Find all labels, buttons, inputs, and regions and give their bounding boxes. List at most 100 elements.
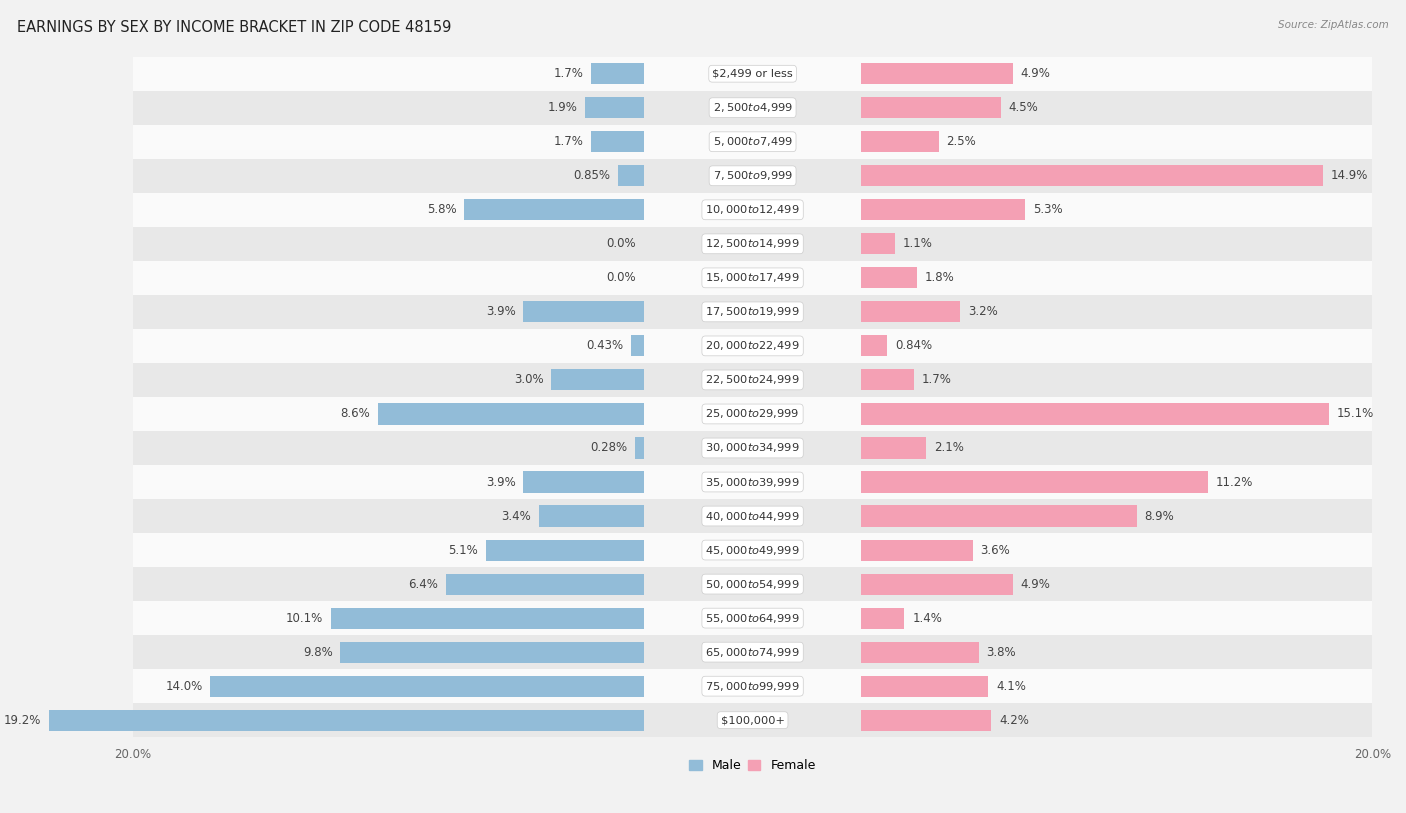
Bar xyxy=(860,403,1329,424)
Text: $40,000 to $44,999: $40,000 to $44,999 xyxy=(706,510,800,523)
Bar xyxy=(860,369,914,390)
Bar xyxy=(446,573,644,594)
Text: $17,500 to $19,999: $17,500 to $19,999 xyxy=(706,306,800,319)
Text: $45,000 to $49,999: $45,000 to $49,999 xyxy=(706,544,800,557)
Bar xyxy=(636,437,644,459)
Text: 0.28%: 0.28% xyxy=(591,441,627,454)
Bar xyxy=(132,193,1372,227)
Bar xyxy=(132,57,1372,91)
Text: 1.1%: 1.1% xyxy=(903,237,932,250)
Bar xyxy=(860,573,1012,594)
Text: $15,000 to $17,499: $15,000 to $17,499 xyxy=(706,272,800,285)
Text: $55,000 to $64,999: $55,000 to $64,999 xyxy=(706,611,800,624)
Text: 14.9%: 14.9% xyxy=(1330,169,1368,182)
Bar xyxy=(538,506,644,527)
Text: 3.6%: 3.6% xyxy=(980,544,1010,557)
Text: 2.1%: 2.1% xyxy=(934,441,963,454)
Bar xyxy=(132,465,1372,499)
Bar xyxy=(132,601,1372,635)
Text: $75,000 to $99,999: $75,000 to $99,999 xyxy=(706,680,800,693)
Text: 0.0%: 0.0% xyxy=(607,237,637,250)
Bar xyxy=(132,397,1372,431)
Bar xyxy=(464,199,644,220)
Text: 3.2%: 3.2% xyxy=(967,306,998,319)
Bar xyxy=(486,540,644,561)
Bar xyxy=(617,165,644,186)
Bar xyxy=(340,641,644,663)
Text: 0.0%: 0.0% xyxy=(607,272,637,285)
Text: 1.7%: 1.7% xyxy=(554,135,583,148)
Text: $30,000 to $34,999: $30,000 to $34,999 xyxy=(706,441,800,454)
Text: 5.3%: 5.3% xyxy=(1033,203,1063,216)
Bar xyxy=(132,635,1372,669)
Bar xyxy=(378,403,644,424)
Text: $12,500 to $14,999: $12,500 to $14,999 xyxy=(706,237,800,250)
Bar xyxy=(132,669,1372,703)
Text: 3.4%: 3.4% xyxy=(502,510,531,523)
Text: 1.7%: 1.7% xyxy=(921,373,952,386)
Text: 11.2%: 11.2% xyxy=(1216,476,1253,489)
Bar xyxy=(860,676,988,697)
Bar xyxy=(132,295,1372,329)
Bar xyxy=(860,63,1012,85)
Bar xyxy=(132,363,1372,397)
Bar xyxy=(860,131,939,152)
Bar xyxy=(132,124,1372,159)
Text: 0.43%: 0.43% xyxy=(586,339,623,352)
Text: 1.9%: 1.9% xyxy=(547,102,578,115)
Bar xyxy=(860,335,887,356)
Text: EARNINGS BY SEX BY INCOME BRACKET IN ZIP CODE 48159: EARNINGS BY SEX BY INCOME BRACKET IN ZIP… xyxy=(17,20,451,35)
Text: 8.6%: 8.6% xyxy=(340,407,370,420)
Text: 4.9%: 4.9% xyxy=(1021,577,1050,590)
Text: 1.7%: 1.7% xyxy=(554,67,583,80)
Text: $7,500 to $9,999: $7,500 to $9,999 xyxy=(713,169,793,182)
Text: 5.8%: 5.8% xyxy=(427,203,457,216)
Bar xyxy=(523,472,644,493)
Text: 14.0%: 14.0% xyxy=(166,680,202,693)
Text: 1.4%: 1.4% xyxy=(912,611,942,624)
Bar xyxy=(132,91,1372,124)
Bar xyxy=(860,437,927,459)
Text: 3.9%: 3.9% xyxy=(485,476,516,489)
Text: 5.1%: 5.1% xyxy=(449,544,478,557)
Bar xyxy=(860,472,1208,493)
Text: 4.9%: 4.9% xyxy=(1021,67,1050,80)
Text: $2,500 to $4,999: $2,500 to $4,999 xyxy=(713,102,793,115)
Text: 2.5%: 2.5% xyxy=(946,135,976,148)
Text: 4.1%: 4.1% xyxy=(995,680,1026,693)
Bar xyxy=(860,506,1137,527)
Text: $65,000 to $74,999: $65,000 to $74,999 xyxy=(706,646,800,659)
Bar xyxy=(523,302,644,323)
Text: $10,000 to $12,499: $10,000 to $12,499 xyxy=(706,203,800,216)
Bar xyxy=(585,98,644,118)
Text: $2,499 or less: $2,499 or less xyxy=(713,69,793,79)
Bar xyxy=(860,267,917,289)
Text: Source: ZipAtlas.com: Source: ZipAtlas.com xyxy=(1278,20,1389,30)
Text: 9.8%: 9.8% xyxy=(302,646,333,659)
Bar xyxy=(860,710,991,731)
Text: 8.9%: 8.9% xyxy=(1144,510,1174,523)
Text: 0.85%: 0.85% xyxy=(574,169,610,182)
Bar xyxy=(132,329,1372,363)
Text: 4.2%: 4.2% xyxy=(1000,714,1029,727)
Text: $25,000 to $29,999: $25,000 to $29,999 xyxy=(706,407,800,420)
Bar xyxy=(860,607,904,628)
Text: 3.9%: 3.9% xyxy=(485,306,516,319)
Bar xyxy=(860,302,960,323)
Bar xyxy=(330,607,644,628)
Bar xyxy=(132,261,1372,295)
Legend: Male, Female: Male, Female xyxy=(685,754,821,777)
Text: 10.1%: 10.1% xyxy=(285,611,323,624)
Bar xyxy=(551,369,644,390)
Text: $20,000 to $22,499: $20,000 to $22,499 xyxy=(706,339,800,352)
Bar xyxy=(132,567,1372,601)
Bar xyxy=(860,199,1025,220)
Bar xyxy=(132,227,1372,261)
Bar xyxy=(49,710,644,731)
Text: 19.2%: 19.2% xyxy=(4,714,41,727)
Bar xyxy=(132,431,1372,465)
Bar xyxy=(132,159,1372,193)
Bar xyxy=(860,98,1001,118)
Text: 4.5%: 4.5% xyxy=(1008,102,1038,115)
Text: $22,500 to $24,999: $22,500 to $24,999 xyxy=(706,373,800,386)
